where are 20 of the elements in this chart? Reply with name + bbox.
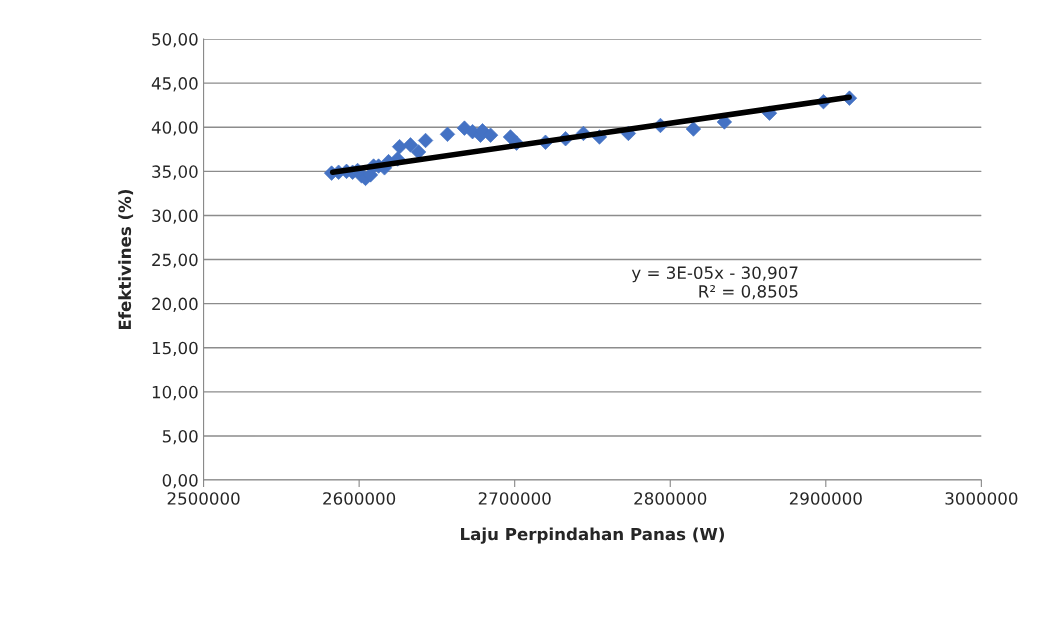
y-tick-label: 40,00: [151, 121, 198, 136]
x-tick-label: 2500000: [167, 492, 240, 505]
y-tick-label: 20,00: [152, 297, 198, 312]
x-tick-label: 2900000: [789, 492, 862, 505]
y-tick-label: 10,00: [152, 385, 198, 401]
y-axis-title: Efektivines (%): [118, 189, 134, 330]
x-axis-title: Laju Perpindahan Panas (W): [461, 527, 724, 544]
x-tick-label: 3000000: [945, 492, 1018, 505]
x-tick-label: 2700000: [478, 492, 551, 505]
y-tick-label: 50,00: [152, 33, 198, 48]
y-tick-label: 30,00: [152, 209, 198, 224]
y-tick-label: 35,00: [152, 165, 198, 180]
x-tick-label: 2800000: [634, 492, 707, 505]
x-tick-label: 2600000: [323, 492, 396, 505]
y-tick-label: 15,00: [152, 341, 198, 357]
y-tick-label: 0,00: [162, 474, 198, 489]
annotation: y = 3E-05x - 30,907 R² = 0,8505: [631, 266, 798, 300]
y-tick-label: 5,00: [162, 429, 198, 445]
y-tick-label: 25,00: [152, 253, 198, 268]
y-tick-label: 45,00: [151, 77, 198, 92]
